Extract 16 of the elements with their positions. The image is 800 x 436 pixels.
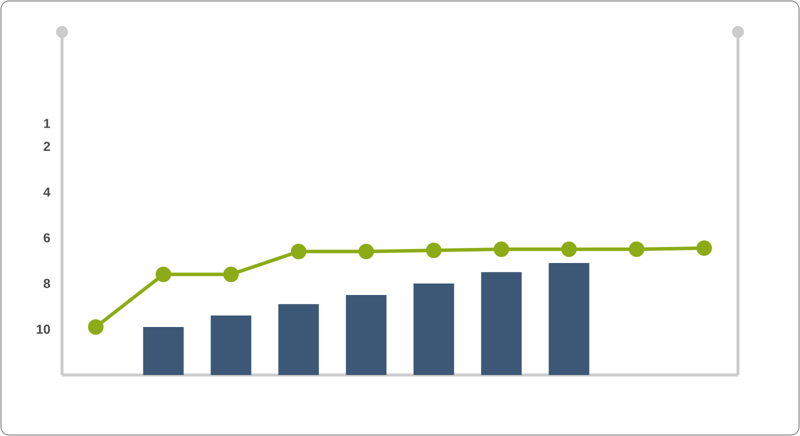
y-tick-label: 4	[43, 188, 50, 197]
point	[290, 244, 306, 260]
point	[426, 242, 442, 258]
point	[494, 241, 510, 257]
point	[88, 319, 104, 335]
y-tick-label: 6	[44, 233, 50, 242]
y-tick-label: 1	[44, 118, 50, 128]
point	[156, 266, 172, 282]
y-tick-label: 8	[44, 278, 50, 288]
point	[696, 240, 712, 256]
point	[561, 241, 577, 257]
y-tick-label: 2	[44, 142, 50, 151]
y-tick-label: 10	[36, 324, 50, 334]
point	[358, 244, 374, 260]
point	[628, 241, 644, 257]
point	[223, 266, 239, 282]
